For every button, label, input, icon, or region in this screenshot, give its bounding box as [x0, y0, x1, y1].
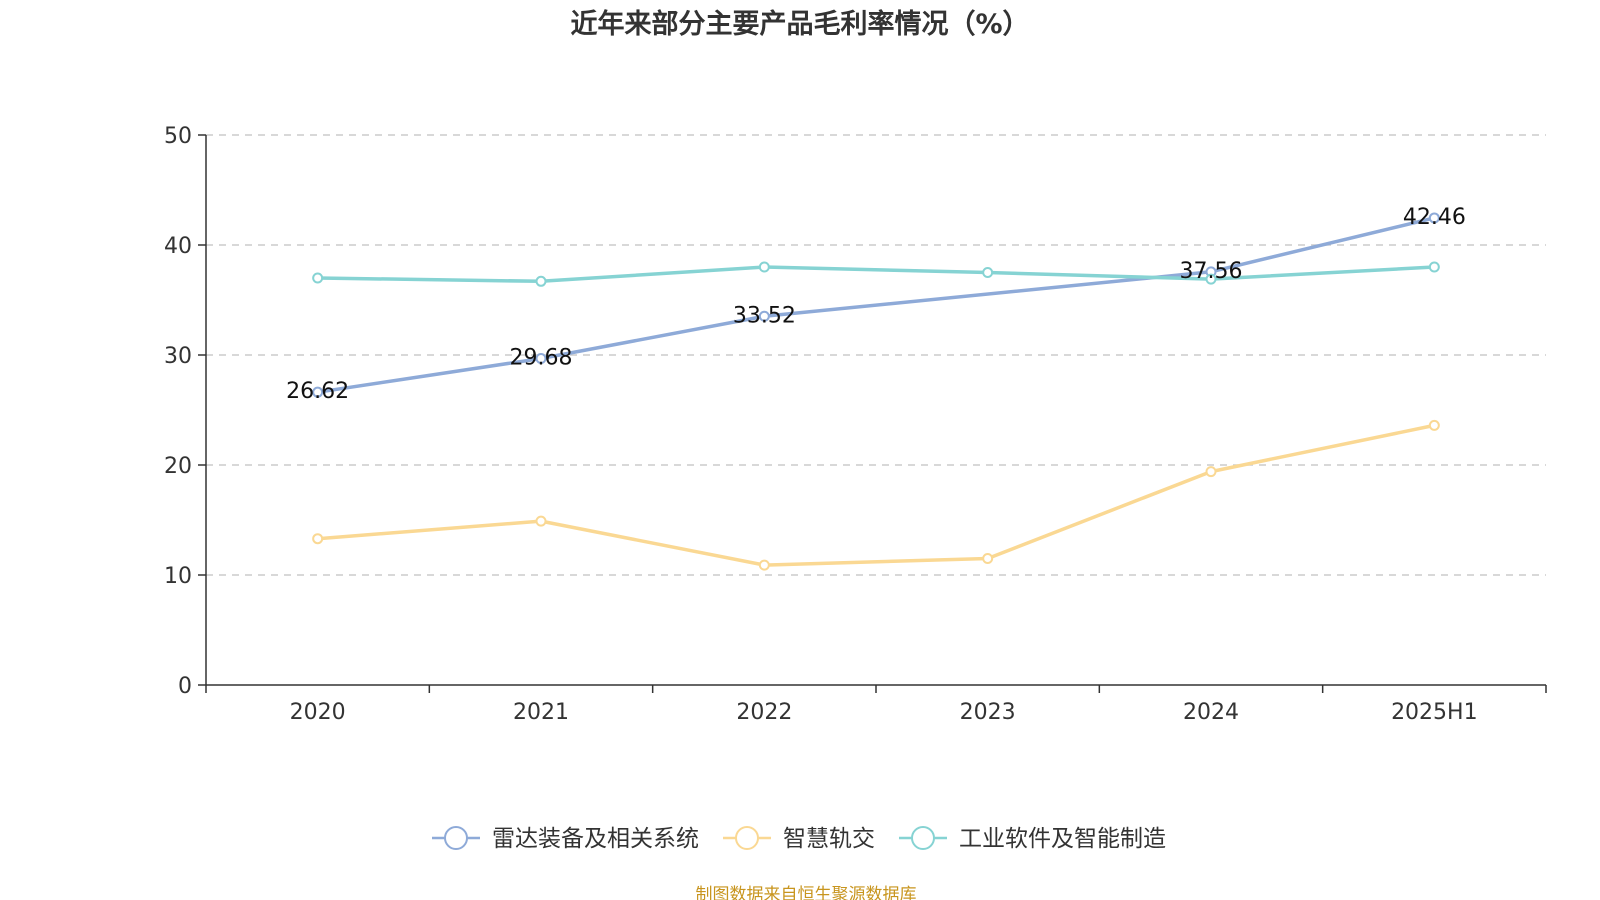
data-point[interactable] [982, 553, 994, 564]
y-tick-label: 40 [164, 234, 192, 259]
x-tick-label: 2023 [960, 700, 1016, 725]
legend-label: 智慧轨交 [783, 826, 875, 852]
x-tick-label: 2022 [736, 700, 792, 725]
x-tick-label: 2021 [513, 700, 569, 725]
y-tick-label: 30 [164, 344, 192, 369]
data-point[interactable] [535, 515, 547, 527]
legend-item-1[interactable]: 智慧轨交 [723, 826, 875, 852]
series-line-1 [317, 423, 1435, 567]
y-tick-label: 0 [178, 674, 192, 699]
axes: 0 10 20 30 40 50 2020 2021 2022 2023 2024 2025H1 [164, 124, 1547, 725]
legend-item-2[interactable]: 工业软件及智能制造 [899, 826, 1166, 852]
x-tick-label: 2020 [290, 700, 346, 725]
data-point[interactable] [1428, 261, 1440, 273]
data-point[interactable] [312, 272, 324, 284]
data-point[interactable] [758, 261, 770, 273]
legend-marker [911, 826, 935, 850]
data-label: 29.68 [510, 346, 573, 371]
legend-label: 工业软件及智能制造 [959, 826, 1166, 852]
data-point[interactable] [312, 533, 324, 545]
grid-lines [206, 134, 1546, 576]
data-label: 26.62 [286, 379, 349, 404]
series-lines [312, 212, 1440, 571]
data-point[interactable] [1205, 466, 1217, 478]
data-labels: 26.62 29.68 33.52 37.56 42.46 [286, 205, 1466, 404]
data-point[interactable] [1205, 273, 1217, 285]
series-line-2 [317, 265, 1435, 284]
y-tick-label: 20 [164, 454, 192, 479]
data-point[interactable] [758, 559, 770, 571]
x-tick-label: 2025H1 [1391, 700, 1478, 725]
y-tick-label: 50 [164, 124, 192, 149]
data-point[interactable] [1428, 419, 1440, 431]
data-point[interactable] [312, 386, 324, 398]
data-label: 37.56 [1180, 259, 1243, 284]
legend-marker [735, 826, 759, 850]
series-line-0 [317, 216, 1435, 394]
legend-item-0[interactable]: 雷达装备及相关系统 [432, 826, 699, 852]
y-tick-label: 10 [164, 564, 192, 589]
chart-title: 近年来部分主要产品毛利率情况（%） [570, 8, 1029, 40]
data-label: 33.52 [733, 303, 796, 328]
data-point[interactable] [535, 353, 547, 365]
data-label: 42.46 [1403, 205, 1466, 230]
legend-marker [444, 826, 468, 850]
legend: 雷达装备及相关系统 智慧轨交 工业软件及智能制造 [432, 826, 1166, 852]
x-tick-label: 2024 [1183, 700, 1239, 725]
data-point[interactable] [535, 275, 547, 287]
legend-label: 雷达装备及相关系统 [492, 826, 699, 852]
data-point[interactable] [758, 310, 770, 322]
data-point[interactable] [1428, 212, 1440, 224]
data-point[interactable] [982, 267, 994, 278]
source-note: 制图数据来自恒生聚源数据库 [696, 885, 917, 900]
